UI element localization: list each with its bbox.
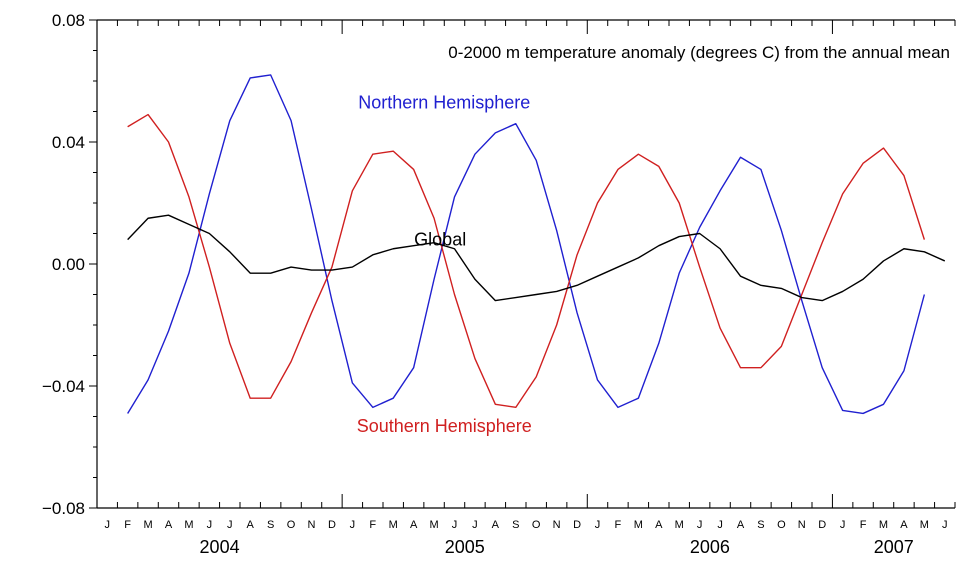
month-label: O bbox=[777, 519, 786, 531]
month-label: J bbox=[104, 519, 110, 531]
month-label: M bbox=[429, 519, 438, 531]
month-label: A bbox=[900, 519, 908, 531]
y-tick-label: −0.08 bbox=[42, 499, 85, 518]
northern-hemisphere-line bbox=[127, 74, 926, 415]
month-label: J bbox=[840, 519, 846, 531]
month-label: N bbox=[308, 519, 316, 531]
month-label: J bbox=[717, 519, 723, 531]
month-label: A bbox=[655, 519, 663, 531]
month-label: O bbox=[287, 519, 296, 531]
series-lines bbox=[127, 74, 946, 415]
year-label: 2004 bbox=[200, 537, 240, 557]
month-label: F bbox=[615, 519, 622, 531]
month-label: M bbox=[675, 519, 684, 531]
y-tick-label: 0.04 bbox=[52, 133, 85, 152]
month-label: D bbox=[328, 519, 336, 531]
global-line bbox=[127, 214, 946, 302]
southern-hemisphere-line bbox=[127, 113, 926, 409]
y-tick-label: −0.04 bbox=[42, 377, 85, 396]
chart-title: 0-2000 m temperature anomaly (degrees C)… bbox=[448, 43, 950, 62]
month-label: A bbox=[410, 519, 418, 531]
month-label: M bbox=[879, 519, 888, 531]
month-label: F bbox=[124, 519, 131, 531]
month-label: J bbox=[942, 519, 948, 531]
month-label: J bbox=[207, 519, 213, 531]
northern-hemisphere-label: Northern Hemisphere bbox=[358, 92, 530, 112]
month-label: A bbox=[492, 519, 500, 531]
year-label: 2006 bbox=[690, 537, 730, 557]
year-label: 2005 bbox=[445, 537, 485, 557]
month-label: A bbox=[737, 519, 745, 531]
month-label: A bbox=[165, 519, 173, 531]
month-label: J bbox=[350, 519, 356, 531]
y-tick-label: 0.00 bbox=[52, 255, 85, 274]
month-label: S bbox=[512, 519, 519, 531]
month-label: J bbox=[595, 519, 601, 531]
southern-hemisphere-label: Southern Hemisphere bbox=[357, 416, 532, 436]
series-labels: Northern Hemisphere Southern Hemisphere Gl… bbox=[357, 92, 532, 435]
month-label: M bbox=[634, 519, 643, 531]
month-label: M bbox=[143, 519, 152, 531]
month-label: D bbox=[573, 519, 581, 531]
month-label: J bbox=[472, 519, 478, 531]
month-label: J bbox=[227, 519, 233, 531]
month-label: N bbox=[553, 519, 561, 531]
month-label: S bbox=[757, 519, 764, 531]
month-label: S bbox=[267, 519, 274, 531]
month-label: M bbox=[184, 519, 193, 531]
y-tick-label: 0.08 bbox=[52, 11, 85, 30]
month-label: D bbox=[818, 519, 826, 531]
year-label: 2007 bbox=[874, 537, 914, 557]
month-label: A bbox=[247, 519, 255, 531]
month-label: F bbox=[369, 519, 376, 531]
month-label: F bbox=[860, 519, 867, 531]
month-label: M bbox=[920, 519, 929, 531]
month-label: M bbox=[389, 519, 398, 531]
month-label: J bbox=[452, 519, 458, 531]
global-label: Global bbox=[414, 230, 466, 250]
month-label: O bbox=[532, 519, 541, 531]
y-axis-ticks: 0.08 0.04 0.00 −0.04 −0.08 bbox=[42, 11, 97, 518]
month-label: N bbox=[798, 519, 806, 531]
month-label: J bbox=[697, 519, 703, 531]
